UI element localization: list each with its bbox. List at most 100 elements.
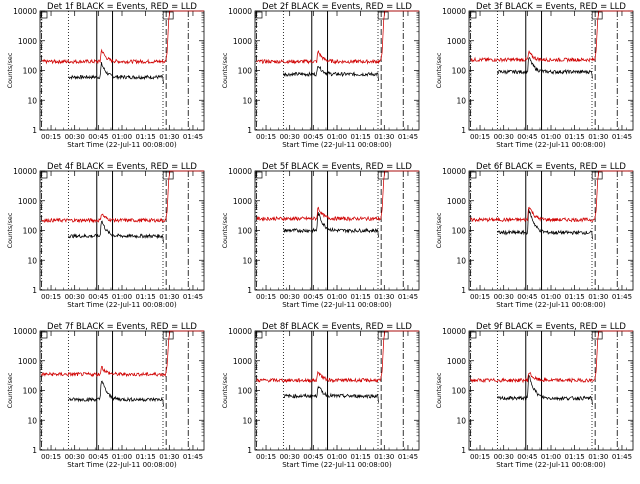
series-line-lld — [41, 10, 204, 65]
x-tick-label: 00:30 — [65, 453, 85, 461]
y-tick-label: 100 — [238, 387, 253, 396]
x-tick-label: 01:45 — [183, 133, 203, 141]
y-tick-label: 100 — [23, 227, 38, 236]
y-tick-label: 100 — [23, 387, 38, 396]
y-tick-label: 10000 — [442, 327, 466, 336]
chart-panel-8: Det 8f BLACK = Events, RED = LLD Counts/s… — [221, 322, 420, 469]
marker-box — [469, 171, 477, 179]
marker-box — [377, 11, 389, 20]
x-tick-label: 00:30 — [65, 133, 85, 141]
y-tick-label: 10000 — [442, 7, 466, 16]
series-line-lld — [470, 330, 633, 384]
y-tick-label: 10 — [27, 256, 37, 265]
series-line-lld — [256, 170, 419, 222]
y-tick-label: 10000 — [228, 167, 252, 176]
x-tick-label: 00:15 — [470, 453, 490, 461]
x-tick-label: 01:45 — [398, 453, 418, 461]
x-tick-label: 01:00 — [112, 133, 132, 141]
y-axis-label: Counts/sec — [6, 212, 14, 248]
chart-title: Det 9f BLACK = Events, RED = LLD — [476, 322, 626, 332]
chart-title: Det 3f BLACK = Events, RED = LLD — [476, 2, 626, 12]
series-line-lld — [256, 330, 419, 384]
series-line-lld — [470, 170, 633, 223]
x-tick-label: 01:15 — [136, 133, 156, 141]
x-tick-label: 01:00 — [327, 293, 347, 301]
x-tick-label: 00:45 — [517, 453, 537, 461]
marker-box — [40, 11, 48, 19]
x-tick-label: 01:00 — [541, 133, 561, 141]
y-tick-label: 100 — [23, 67, 38, 76]
x-tick-label: 00:30 — [65, 293, 85, 301]
x-tick-label: 01:45 — [612, 133, 632, 141]
chart-panel-7: Det 7f BLACK = Events, RED = LLD Counts/s… — [6, 322, 205, 469]
y-tick-label: 10 — [456, 96, 466, 105]
x-tick-label: 01:00 — [112, 453, 132, 461]
y-tick-label: 1 — [32, 126, 37, 135]
y-tick-label: 10000 — [13, 167, 37, 176]
x-tick-label: 01:00 — [541, 293, 561, 301]
series-line-events — [68, 61, 164, 84]
chart-title: Det 7f BLACK = Events, RED = LLD — [47, 322, 197, 332]
y-tick-label: 1 — [461, 446, 466, 455]
y-tick-label: 100 — [238, 67, 253, 76]
x-tick-label: 00:45 — [88, 293, 108, 301]
x-tick-label: 00:30 — [280, 453, 300, 461]
y-tick-label: 1000 — [18, 357, 37, 366]
y-tick-label: 1000 — [233, 197, 252, 206]
x-tick-label: 01:45 — [398, 293, 418, 301]
marker-box — [162, 331, 174, 340]
marker-box — [377, 171, 389, 180]
x-axis-label: Start Time (22-Jul-11 00:08:00) — [282, 301, 392, 309]
chart-panel-3: Det 3f BLACK = Events, RED = LLD Counts/s… — [435, 2, 634, 149]
x-tick-label: 01:30 — [588, 453, 608, 461]
series-line-lld — [41, 170, 204, 224]
y-tick-label: 1 — [461, 286, 466, 295]
x-tick-label: 01:45 — [398, 133, 418, 141]
x-tick-label: 01:30 — [588, 133, 608, 141]
y-tick-label: 10000 — [228, 327, 252, 336]
series-line-lld — [41, 330, 204, 378]
y-tick-label: 100 — [452, 227, 467, 236]
y-tick-label: 1 — [247, 446, 252, 455]
y-tick-label: 10000 — [13, 7, 37, 16]
x-axis-label: Start Time (22-Jul-11 00:08:00) — [496, 461, 606, 469]
x-tick-label: 00:45 — [303, 133, 323, 141]
chart-title: Det 8f BLACK = Events, RED = LLD — [262, 322, 412, 332]
x-tick-label: 00:30 — [280, 133, 300, 141]
y-axis-label: Counts/sec — [6, 52, 14, 88]
x-tick-label: 01:15 — [565, 133, 585, 141]
x-tick-label: 01:45 — [183, 293, 203, 301]
series-line-lld — [256, 10, 419, 65]
x-tick-label: 00:45 — [517, 293, 537, 301]
plot-frame — [39, 170, 205, 291]
y-tick-label: 10 — [456, 416, 466, 425]
marker-box — [469, 11, 477, 19]
y-tick-label: 10000 — [442, 167, 466, 176]
x-tick-label: 01:30 — [159, 453, 179, 461]
y-axis-label: Counts/sec — [221, 372, 229, 408]
y-tick-label: 100 — [452, 67, 467, 76]
series-line-events — [497, 57, 593, 79]
x-tick-label: 00:15 — [41, 133, 61, 141]
x-tick-label: 00:15 — [256, 133, 276, 141]
x-tick-label: 01:45 — [612, 293, 632, 301]
x-tick-label: 01:30 — [374, 293, 394, 301]
marker-box — [377, 331, 389, 340]
x-tick-label: 01:00 — [541, 453, 561, 461]
x-axis-label: Start Time (22-Jul-11 00:08:00) — [67, 141, 177, 149]
y-tick-label: 10 — [242, 96, 252, 105]
y-tick-label: 1000 — [447, 197, 466, 206]
x-axis-label: Start Time (22-Jul-11 00:08:00) — [282, 141, 392, 149]
x-tick-label: 00:45 — [517, 133, 537, 141]
marker-box — [162, 171, 174, 180]
chart-panel-2: Det 2f BLACK = Events, RED = LLD Counts/s… — [221, 2, 420, 149]
y-axis-label: Counts/sec — [435, 212, 443, 248]
y-tick-label: 100 — [238, 227, 253, 236]
x-tick-label: 00:30 — [494, 133, 514, 141]
plot-frame — [468, 10, 634, 131]
chart-title: Det 6f BLACK = Events, RED = LLD — [476, 162, 626, 172]
x-tick-label: 00:30 — [494, 293, 514, 301]
y-tick-label: 10000 — [228, 7, 252, 16]
x-tick-label: 01:15 — [351, 133, 371, 141]
